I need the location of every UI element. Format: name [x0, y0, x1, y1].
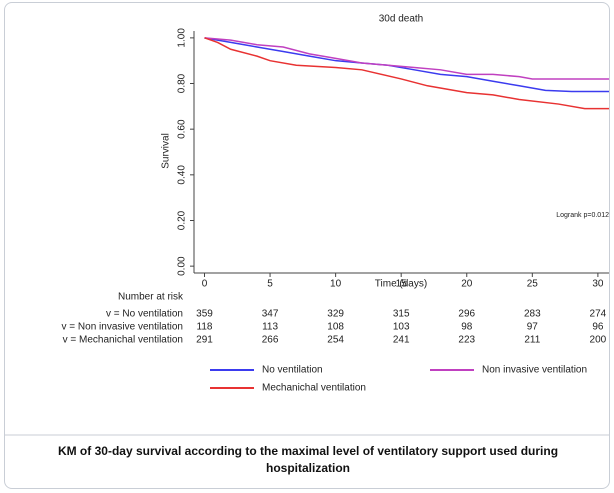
risk-row-label: v = No ventilation [106, 309, 183, 320]
risk-value: 98 [461, 322, 473, 333]
risk-value: 96 [592, 322, 604, 333]
chart-title: 30d death [379, 14, 424, 25]
x-tick-label: 5 [267, 279, 273, 290]
annotation: Logrank p=0.012 [556, 212, 609, 219]
risk-value: 211 [524, 335, 540, 346]
card: 30d death Survival Time (days) Logrank p… [4, 2, 610, 489]
risk-value: 283 [524, 309, 541, 320]
survival-line [204, 37, 609, 80]
risk-value: 359 [196, 309, 213, 320]
x-tick-label: 0 [202, 279, 208, 290]
y-axis-label: Survival [161, 133, 172, 169]
risk-value: 315 [393, 309, 410, 320]
risk-value: 103 [393, 322, 410, 333]
legend-label: No ventilation [262, 365, 323, 376]
risk-title: Number at risk [118, 292, 184, 303]
risk-value: 254 [327, 335, 344, 346]
risk-value: 113 [262, 322, 278, 333]
y-tick-label: 0.60 [177, 119, 188, 139]
risk-value: 223 [458, 335, 475, 346]
x-tick-label: 25 [527, 279, 539, 290]
risk-value: 200 [590, 335, 607, 346]
risk-value: 274 [590, 309, 607, 320]
risk-value: 329 [327, 309, 344, 320]
survival-line [204, 37, 609, 93]
risk-row-label: v = Mechanichal ventilation [63, 335, 183, 346]
risk-value: 108 [327, 322, 344, 333]
caption: KM of 30-day survival according to the m… [57, 444, 559, 475]
y-tick-label: 1.00 [177, 28, 188, 48]
y-tick-label: 0.40 [177, 165, 188, 185]
risk-value: 296 [458, 309, 475, 320]
y-tick-label: 0.20 [177, 210, 188, 230]
risk-value: 241 [393, 335, 410, 346]
risk-value: 118 [197, 322, 213, 333]
y-tick-label: 0.80 [177, 73, 188, 93]
y-tick-label: 0.00 [177, 256, 188, 276]
chart: 30d death Survival Time (days) Logrank p… [5, 14, 609, 475]
x-tick-label: 10 [330, 279, 342, 290]
risk-value: 266 [262, 335, 279, 346]
risk-value: 347 [262, 309, 279, 320]
legend-label: Mechanichal ventilation [262, 383, 366, 394]
risk-value: 97 [527, 322, 539, 333]
risk-row-label: v = Non invasive ventilation [62, 322, 183, 333]
x-tick-label: 15 [396, 279, 408, 290]
risk-value: 291 [196, 335, 213, 346]
legend-label: Non invasive ventilation [482, 365, 587, 376]
x-tick-label: 20 [461, 279, 473, 290]
x-tick-label: 30 [592, 279, 604, 290]
caption-box: KM of 30-day survival according to the m… [57, 444, 559, 475]
x-axis-label: Time (days) [375, 279, 427, 290]
survival-line [204, 37, 609, 110]
